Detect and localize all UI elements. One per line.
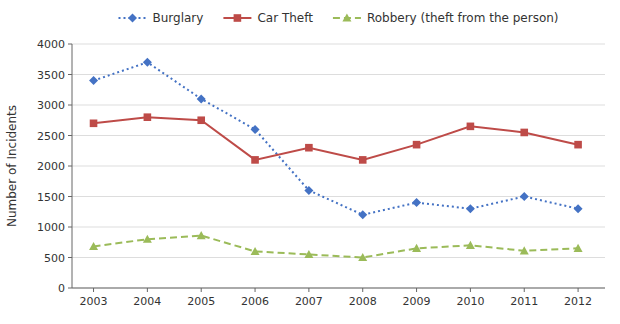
chart: 0 500 1000 1500 2000 2500 3000 3500 4000 2003 2004… [0, 0, 620, 324]
y-axis-label: Number of Incidents [5, 105, 19, 227]
y-tick-label: 3500 [37, 69, 65, 82]
data-point[interactable] [143, 58, 152, 67]
x-tick [362, 288, 363, 292]
data-point[interactable] [197, 116, 205, 124]
data-point[interactable] [520, 192, 529, 201]
grid-line [72, 105, 605, 106]
grid-line [72, 44, 605, 45]
y-tick [68, 135, 72, 136]
x-tick [578, 288, 579, 292]
x-tick-label: 2008 [349, 295, 377, 308]
data-point[interactable] [574, 204, 583, 213]
x-tick-label: 2012 [564, 295, 592, 308]
series-line [94, 117, 579, 160]
grid-line [72, 257, 605, 258]
y-tick [68, 44, 72, 45]
legend-label: Robbery (theft from the person) [367, 11, 559, 25]
data-point[interactable] [520, 129, 528, 137]
legend-marker [128, 14, 137, 23]
x-axis [72, 288, 605, 289]
grid-line [72, 288, 605, 289]
x-tick-label: 2004 [133, 295, 161, 308]
data-point[interactable] [466, 241, 475, 249]
y-tick-label: 0 [58, 282, 65, 295]
data-point[interactable] [359, 156, 367, 164]
data-point[interactable] [574, 141, 582, 149]
y-tick-label: 3000 [37, 99, 65, 112]
data-point[interactable] [412, 244, 421, 252]
y-tick-label: 2500 [37, 130, 65, 143]
grid-line [72, 74, 605, 75]
series-line [94, 236, 579, 258]
data-point[interactable] [197, 231, 206, 239]
x-tick [470, 288, 471, 292]
y-tick [68, 196, 72, 197]
x-tick-label: 2009 [403, 295, 431, 308]
series-line [94, 62, 579, 215]
y-tick-label: 500 [44, 252, 65, 265]
data-point[interactable] [466, 204, 475, 213]
y-tick [68, 166, 72, 167]
x-tick-label: 2005 [187, 295, 215, 308]
x-tick [255, 288, 256, 292]
data-point[interactable] [251, 156, 259, 164]
data-point[interactable] [520, 246, 529, 254]
legend-item: Robbery (theft from the person) [333, 11, 559, 25]
data-point[interactable] [413, 141, 421, 149]
y-tick [68, 74, 72, 75]
data-point[interactable] [304, 250, 313, 258]
data-point[interactable] [251, 125, 260, 134]
legend-label: Burglary [152, 11, 203, 25]
x-tick [147, 288, 148, 292]
legend-marker [234, 14, 242, 22]
data-point[interactable] [90, 120, 98, 128]
data-point[interactable] [89, 242, 98, 250]
plot-area [89, 58, 583, 261]
y-tick [68, 227, 72, 228]
data-point[interactable] [305, 144, 313, 152]
legend-label: Car Theft [257, 11, 313, 25]
grid-line [72, 227, 605, 228]
x-tick-label: 2010 [456, 295, 484, 308]
x-tick [416, 288, 417, 292]
x-tick [308, 288, 309, 292]
y-tick [68, 288, 72, 289]
y-tick [68, 257, 72, 258]
legend-marker [342, 14, 351, 22]
legend-item: Burglary [118, 11, 203, 25]
y-axis [72, 44, 73, 288]
y-tick-label: 1500 [37, 191, 65, 204]
data-point[interactable] [89, 76, 98, 85]
data-point[interactable] [197, 94, 206, 103]
y-tick [68, 105, 72, 106]
y-tick-label: 2000 [37, 160, 65, 173]
data-point[interactable] [467, 123, 475, 131]
data-point[interactable] [143, 235, 152, 243]
legend-item: Car Theft [223, 11, 313, 25]
y-tick-label: 4000 [37, 38, 65, 51]
x-tick-label: 2011 [510, 295, 538, 308]
data-point[interactable] [304, 186, 313, 195]
x-tick-label: 2003 [80, 295, 108, 308]
x-tick [93, 288, 94, 292]
data-point[interactable] [412, 198, 421, 207]
x-tick-label: 2006 [241, 295, 269, 308]
data-point[interactable] [358, 210, 367, 219]
data-point[interactable] [574, 244, 583, 252]
data-point[interactable] [144, 113, 152, 121]
legend: Burglary Car Theft Robbery (theft from the… [118, 11, 558, 25]
y-tick-label: 1000 [37, 221, 65, 234]
x-tick [524, 288, 525, 292]
data-point[interactable] [358, 253, 367, 261]
x-tick [201, 288, 202, 292]
grid-line [72, 166, 605, 167]
x-tick-label: 2007 [295, 295, 323, 308]
data-point[interactable] [251, 247, 260, 255]
